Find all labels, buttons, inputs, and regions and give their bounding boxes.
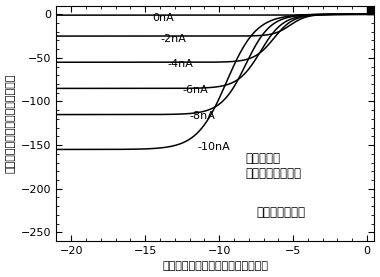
Text: -10nA: -10nA xyxy=(197,142,230,152)
X-axis label: ベース・エミッター電圧（ボルト）: ベース・エミッター電圧（ボルト） xyxy=(163,261,268,271)
Text: 0nA: 0nA xyxy=(153,13,174,23)
Text: -4nA: -4nA xyxy=(168,59,193,69)
Text: （ナノアンペア）: （ナノアンペア） xyxy=(246,167,302,180)
Text: -8nA: -8nA xyxy=(190,111,215,121)
Text: -2nA: -2nA xyxy=(160,34,186,44)
Text: エミッター接地: エミッター接地 xyxy=(256,206,305,219)
Text: ベース電流: ベース電流 xyxy=(246,152,281,165)
Y-axis label: コレクター電流（ナノアンペア）: コレクター電流（ナノアンペア） xyxy=(6,74,16,173)
Text: -6nA: -6nA xyxy=(182,85,208,95)
